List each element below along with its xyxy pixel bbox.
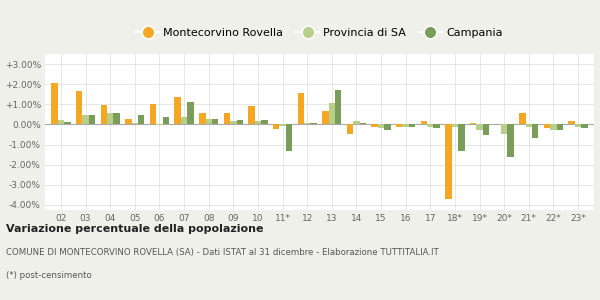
Bar [101,105,107,124]
Bar [163,117,169,124]
Bar [156,124,163,125]
Bar [359,123,366,124]
Bar [452,124,458,128]
Bar [403,124,409,128]
Bar [347,124,353,134]
Text: COMUNE DI MONTECORVINO ROVELLA (SA) - Dati ISTAT al 31 dicembre - Elaborazione T: COMUNE DI MONTECORVINO ROVELLA (SA) - Da… [6,248,439,256]
Bar [310,123,317,124]
Bar [261,120,268,124]
Bar [371,124,378,128]
Bar [175,97,181,124]
Bar [187,102,194,124]
Text: Variazione percentuale della popolazione: Variazione percentuale della popolazione [6,224,263,233]
Bar [248,106,255,124]
Bar [236,120,243,124]
Bar [131,123,138,124]
Bar [280,124,286,127]
Bar [58,120,64,124]
Legend: Montecorvino Rovella, Provincia di SA, Campania: Montecorvino Rovella, Provincia di SA, C… [132,23,507,42]
Bar [396,124,403,128]
Bar [125,119,131,124]
Bar [353,122,359,124]
Bar [445,124,452,199]
Bar [322,111,329,124]
Bar [199,113,206,124]
Bar [52,83,58,124]
Bar [378,124,384,128]
Bar [575,124,581,128]
Bar [427,124,433,128]
Bar [329,103,335,124]
Bar [501,124,508,134]
Bar [230,122,236,124]
Bar [181,117,187,124]
Bar [476,124,483,130]
Bar [532,124,538,137]
Bar [107,113,113,124]
Bar [255,122,261,124]
Bar [544,124,550,128]
Bar [335,90,341,124]
Bar [206,119,212,124]
Bar [526,124,532,128]
Bar [470,123,476,124]
Bar [76,91,82,124]
Bar [150,104,156,124]
Bar [304,123,310,124]
Bar [82,116,89,124]
Bar [384,124,391,130]
Bar [550,124,557,130]
Bar [458,124,464,151]
Text: (*) post-censimento: (*) post-censimento [6,272,92,280]
Bar [483,124,489,134]
Bar [89,116,95,124]
Bar [212,119,218,124]
Bar [433,124,440,128]
Bar [64,122,71,124]
Bar [409,124,415,128]
Bar [557,124,563,130]
Bar [519,113,526,124]
Bar [224,113,230,124]
Bar [298,93,304,124]
Bar [568,122,575,124]
Bar [508,124,514,157]
Bar [581,124,587,128]
Bar [286,124,292,151]
Bar [113,113,120,124]
Bar [273,124,280,130]
Bar [421,122,427,124]
Bar [138,116,145,124]
